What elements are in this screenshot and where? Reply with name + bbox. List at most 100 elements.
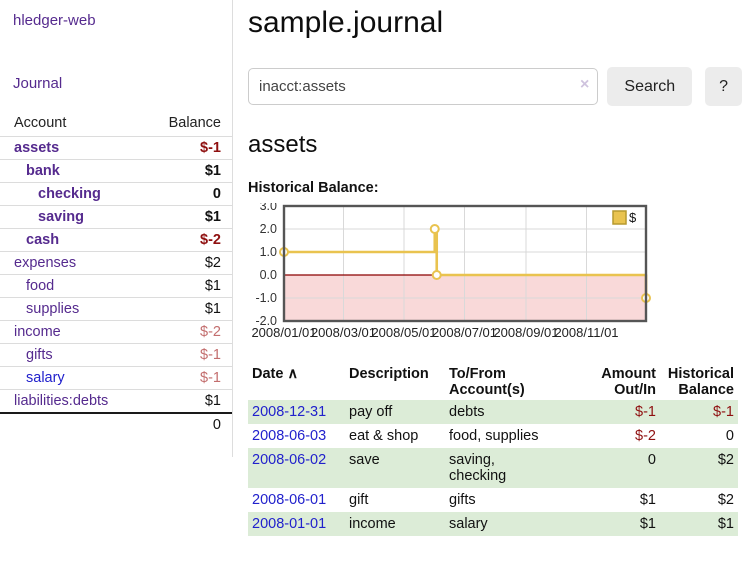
transaction-balance-cell: $1 — [717, 516, 734, 532]
account-link-bank[interactable]: bank — [26, 163, 60, 179]
account-link-liabilities-debts[interactable]: liabilities:debts — [14, 393, 109, 409]
transactions-table: Date ∧ Description To/From Account(s) Amount O… — [248, 364, 738, 536]
accounts-total-value: 0 — [212, 417, 221, 433]
transaction-accounts-cell: debts — [445, 400, 590, 424]
svg-text:2008/11/01: 2008/11/01 — [554, 325, 618, 340]
account-balance: $1 — [204, 393, 221, 409]
transaction-description-cell: save — [349, 452, 380, 468]
account-balance: $-1 — [200, 370, 221, 386]
account-link-saving[interactable]: saving — [38, 209, 84, 225]
transaction-date-cell: 2008-12-31 — [248, 400, 345, 424]
help-button[interactable]: ? — [705, 67, 742, 106]
page-title: sample.journal — [248, 6, 444, 39]
transaction-amount-cell: $-2 — [635, 428, 656, 444]
column-header-description[interactable]: Description — [345, 364, 445, 400]
account-link-gifts[interactable]: gifts — [26, 347, 53, 363]
account-line: saving, — [449, 452, 495, 468]
transaction-date-link[interactable]: 2008-06-02 — [252, 452, 327, 468]
accounts-rows: assets $-1 bank $1 checking 0 saving $1 cash $-2 e… — [0, 136, 232, 412]
transaction-row: 2008-01-01 income salary $1 $1 — [248, 512, 738, 536]
transaction-date-link[interactable]: 2008-06-03 — [252, 428, 327, 444]
transaction-accounts-cell: salary — [445, 512, 590, 536]
transaction-description-cell: gift — [349, 492, 369, 508]
account-heading: assets — [248, 131, 318, 158]
column-header-text: Account(s) — [449, 382, 525, 398]
account-row: food $1 — [0, 274, 232, 297]
svg-text:3.0: 3.0 — [260, 203, 277, 213]
column-header-amount[interactable]: Amount Out/In — [590, 364, 660, 400]
search-box: × — [248, 68, 599, 105]
clear-search-icon[interactable]: × — [580, 76, 590, 93]
svg-text:2008/07/01: 2008/07/01 — [432, 325, 497, 340]
account-row: supplies $1 — [0, 297, 232, 320]
transaction-amount-cell: 0 — [647, 452, 656, 468]
column-header-historical[interactable]: Historical Balance — [660, 364, 738, 400]
transaction-amount-cell: $1 — [639, 516, 656, 532]
svg-text:2008/09/01: 2008/09/01 — [493, 325, 558, 340]
account-balance: $1 — [204, 209, 221, 225]
account-link-supplies[interactable]: supplies — [26, 301, 80, 317]
account-balance: $-2 — [200, 324, 221, 340]
sort-ascending-icon[interactable]: ∧ — [287, 366, 299, 382]
transaction-accounts-cell: saving, checking — [445, 448, 590, 488]
main-content: sample.journal × Search ? assets Histori… — [248, 0, 742, 536]
account-line: salary — [449, 516, 488, 532]
search-button[interactable]: Search — [607, 67, 693, 106]
transaction-description-cell: eat & shop — [349, 428, 419, 444]
transaction-date-link[interactable]: 2008-12-31 — [252, 404, 327, 420]
transaction-description-cell: income — [349, 516, 396, 532]
account-link-salary[interactable]: salary — [26, 370, 65, 386]
brand-link[interactable]: hledger-web — [13, 12, 96, 29]
svg-text:1.0: 1.0 — [260, 245, 277, 259]
column-header-date[interactable]: Date ∧ — [248, 364, 345, 400]
accounts-header-account: Account — [14, 115, 67, 131]
account-line: checking — [449, 468, 507, 484]
transaction-row: 2008-06-03 eat & shop food, supplies $-2 0 — [248, 424, 738, 448]
transaction-date-link[interactable]: 2008-01-01 — [252, 516, 327, 532]
transaction-date-cell: 2008-06-01 — [248, 488, 345, 512]
transaction-row: 2008-06-01 gift gifts $1 $2 — [248, 488, 738, 512]
account-balance: $1 — [204, 163, 221, 179]
transaction-accounts-cell: gifts — [445, 488, 590, 512]
account-balance: $-1 — [200, 140, 221, 156]
account-link-food[interactable]: food — [26, 278, 55, 294]
transactions-header-row: Date ∧ Description To/From Account(s) Amount O… — [248, 364, 738, 400]
column-header-text: Date ∧ — [252, 366, 299, 382]
search-row: × Search ? — [248, 67, 742, 106]
svg-text:-2.0: -2.0 — [255, 314, 277, 328]
transaction-date-cell: 2008-06-02 — [248, 448, 345, 488]
account-link-cash[interactable]: cash — [26, 232, 60, 248]
column-header-to-from[interactable]: To/From Account(s) — [445, 364, 590, 400]
accounts-header-balance: Balance — [168, 115, 221, 131]
transaction-balance-cell: $2 — [717, 452, 734, 468]
account-row: cash $-2 — [0, 228, 232, 251]
column-header-text: Amount — [601, 366, 656, 382]
transaction-description-cell: pay off — [349, 404, 393, 420]
column-header-text: To/From — [449, 366, 506, 382]
chart-heading: Historical Balance: — [248, 180, 379, 196]
account-link-income[interactable]: income — [14, 324, 61, 340]
balance-chart-svg: $3.0 2.0 1.0 0.0 -1.0 -2.02008/01/012008/03/0… — [251, 199, 651, 340]
account-link-expenses[interactable]: expenses — [14, 255, 77, 271]
account-balance: 0 — [212, 186, 221, 202]
svg-text:2.0: 2.0 — [260, 222, 277, 236]
transaction-accounts-cell: food, supplies — [445, 424, 590, 448]
account-link-assets[interactable]: assets — [14, 140, 60, 156]
account-row: gifts $-1 — [0, 343, 232, 366]
svg-text:0.0: 0.0 — [260, 268, 277, 282]
column-header-text: Out/In — [614, 382, 656, 398]
account-row: assets $-1 — [0, 136, 232, 159]
search-input[interactable] — [248, 68, 599, 105]
nav-journal-link[interactable]: Journal — [13, 75, 63, 92]
account-row: income $-2 — [0, 320, 232, 343]
account-balance: $1 — [204, 301, 221, 317]
svg-text:2008/01/01: 2008/01/01 — [251, 325, 316, 340]
transaction-balance-cell: $-1 — [713, 404, 734, 420]
transaction-row: 2008-12-31 pay off debts $-1 $-1 — [248, 400, 738, 424]
account-row: salary $-1 — [0, 366, 232, 389]
account-link-checking[interactable]: checking — [38, 186, 101, 202]
account-balance: $-2 — [200, 232, 221, 248]
account-row: saving $1 — [0, 205, 232, 228]
transaction-date-link[interactable]: 2008-06-01 — [252, 492, 327, 508]
column-header-text: Description — [349, 366, 429, 382]
